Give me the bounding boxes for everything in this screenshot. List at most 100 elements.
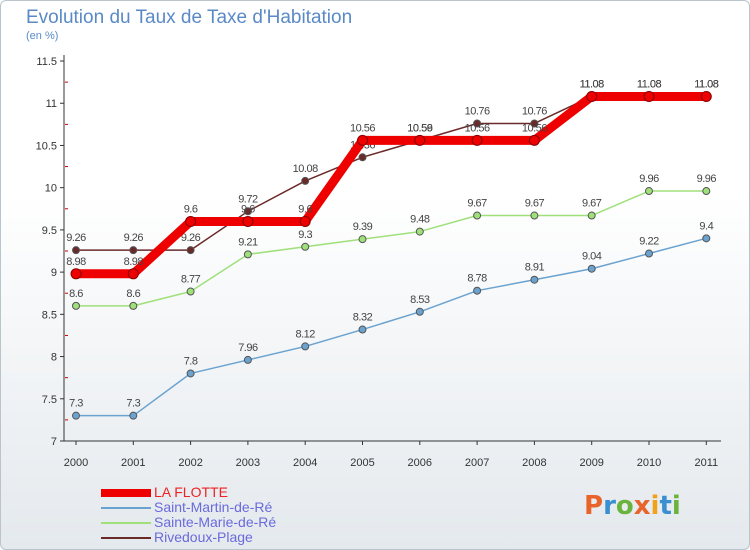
data-label: 7.8 bbox=[184, 355, 198, 367]
data-point bbox=[72, 301, 80, 310]
data-label: 10.56 bbox=[350, 122, 375, 134]
data-label: 9.6 bbox=[184, 203, 198, 215]
data-point bbox=[645, 187, 653, 196]
data-label: 8.6 bbox=[69, 288, 83, 300]
data-point bbox=[186, 287, 195, 296]
data-point bbox=[473, 119, 482, 128]
y-tick-label: 7 bbox=[51, 436, 57, 448]
legend-label: Rivedoux-Plage bbox=[154, 529, 253, 545]
data-label: 9.67 bbox=[582, 198, 602, 210]
chart-subtitle: (en %) bbox=[26, 30, 59, 42]
data-label: 10.56 bbox=[407, 122, 432, 134]
data-label: 11.08 bbox=[580, 78, 605, 90]
data-point bbox=[471, 134, 483, 146]
x-tick-label: 2003 bbox=[236, 457, 260, 469]
data-point bbox=[242, 215, 254, 227]
data-point bbox=[530, 119, 539, 128]
data-point bbox=[129, 301, 138, 310]
data-point bbox=[185, 215, 197, 227]
data-point bbox=[243, 250, 252, 259]
data-point bbox=[243, 207, 252, 216]
x-tick-label: 2007 bbox=[465, 457, 489, 469]
data-label: 8.53 bbox=[410, 294, 430, 306]
data-point bbox=[127, 268, 139, 280]
data-label: 11.08 bbox=[580, 78, 605, 90]
x-tick-label: 2008 bbox=[522, 457, 546, 469]
data-point bbox=[645, 249, 653, 258]
data-point bbox=[643, 90, 655, 102]
x-tick-label: 2011 bbox=[694, 457, 718, 469]
data-point bbox=[530, 275, 539, 284]
data-label: 9.26 bbox=[66, 232, 86, 244]
data-label: 9.39 bbox=[353, 221, 373, 233]
data-label: 11.08 bbox=[637, 78, 662, 90]
y-tick-label: 10.5 bbox=[36, 140, 57, 152]
data-label: 9.26 bbox=[124, 232, 144, 244]
legend-swatch bbox=[101, 537, 151, 539]
logo-letter: i bbox=[671, 491, 681, 521]
data-point bbox=[358, 325, 367, 334]
data-label: 7.3 bbox=[69, 398, 83, 410]
legend-swatch bbox=[101, 489, 151, 497]
data-point bbox=[70, 268, 82, 280]
chart-title: Evolution du Taux de Taxe d'Habitation bbox=[26, 7, 353, 28]
data-point bbox=[700, 90, 712, 102]
y-tick-label: 9.5 bbox=[42, 225, 57, 237]
data-point bbox=[358, 235, 367, 244]
data-label: 10.76 bbox=[522, 105, 547, 117]
data-label: 9.4 bbox=[699, 220, 713, 232]
data-label: 8.32 bbox=[353, 312, 373, 324]
data-point bbox=[415, 227, 424, 236]
data-label: 9.72 bbox=[238, 193, 258, 205]
data-label: 8.12 bbox=[295, 328, 315, 340]
series-line bbox=[75, 237, 708, 417]
data-label: 10.76 bbox=[465, 105, 490, 117]
data-point bbox=[528, 134, 540, 146]
y-tick-label: 7.5 bbox=[42, 394, 57, 406]
data-point bbox=[186, 246, 195, 255]
data-point bbox=[301, 342, 310, 351]
data-point bbox=[473, 286, 482, 295]
y-tick-label: 8.5 bbox=[42, 309, 57, 321]
legend-label: Sainte-Marie-de-Ré bbox=[154, 514, 277, 530]
x-tick-label: 2010 bbox=[637, 457, 661, 469]
y-tick-label: 11 bbox=[46, 98, 57, 110]
data-point bbox=[586, 90, 598, 102]
data-label: 9.21 bbox=[238, 236, 258, 248]
line-chart: 7 7.5 8 8.5 9 9.5 10 10.5 11 11.5 2000 2001 2002 2003… bbox=[36, 55, 721, 469]
logo-letter: t bbox=[659, 491, 672, 521]
x-tick-label: 2002 bbox=[178, 457, 202, 469]
data-label: 8.6 bbox=[126, 288, 140, 300]
x-tick-label: 2004 bbox=[293, 457, 317, 469]
data-point bbox=[186, 369, 195, 378]
data-label: 10.56 bbox=[465, 122, 490, 134]
data-point bbox=[72, 246, 80, 255]
data-label: 9.67 bbox=[467, 198, 487, 210]
data-label: 9.96 bbox=[697, 173, 717, 185]
y-tick-label: 8 bbox=[51, 352, 57, 364]
data-label: 9.6 bbox=[241, 203, 255, 215]
series-line bbox=[75, 190, 708, 307]
data-label: 8.91 bbox=[525, 262, 545, 274]
data-label: 11.08 bbox=[694, 78, 719, 90]
y-tick-label: 10 bbox=[45, 183, 57, 195]
data-point bbox=[530, 211, 539, 220]
data-point bbox=[587, 211, 596, 220]
data-point bbox=[301, 176, 310, 185]
x-tick-label: 2000 bbox=[64, 457, 88, 469]
y-tick-label: 9 bbox=[51, 267, 57, 279]
data-label: 9.48 bbox=[410, 214, 430, 226]
legend-swatch bbox=[101, 507, 151, 509]
data-label: 9.26 bbox=[181, 232, 201, 244]
data-point bbox=[129, 411, 138, 420]
data-label: 9.67 bbox=[525, 198, 545, 210]
data-point bbox=[301, 242, 310, 251]
data-point bbox=[129, 246, 138, 255]
logo-letter: P bbox=[584, 491, 604, 521]
logo-letter: r bbox=[603, 491, 616, 521]
data-point bbox=[299, 215, 311, 227]
data-label: 8.98 bbox=[66, 256, 86, 268]
legend-label: LA FLOTTE bbox=[154, 484, 228, 500]
x-tick-label: 2005 bbox=[350, 457, 374, 469]
